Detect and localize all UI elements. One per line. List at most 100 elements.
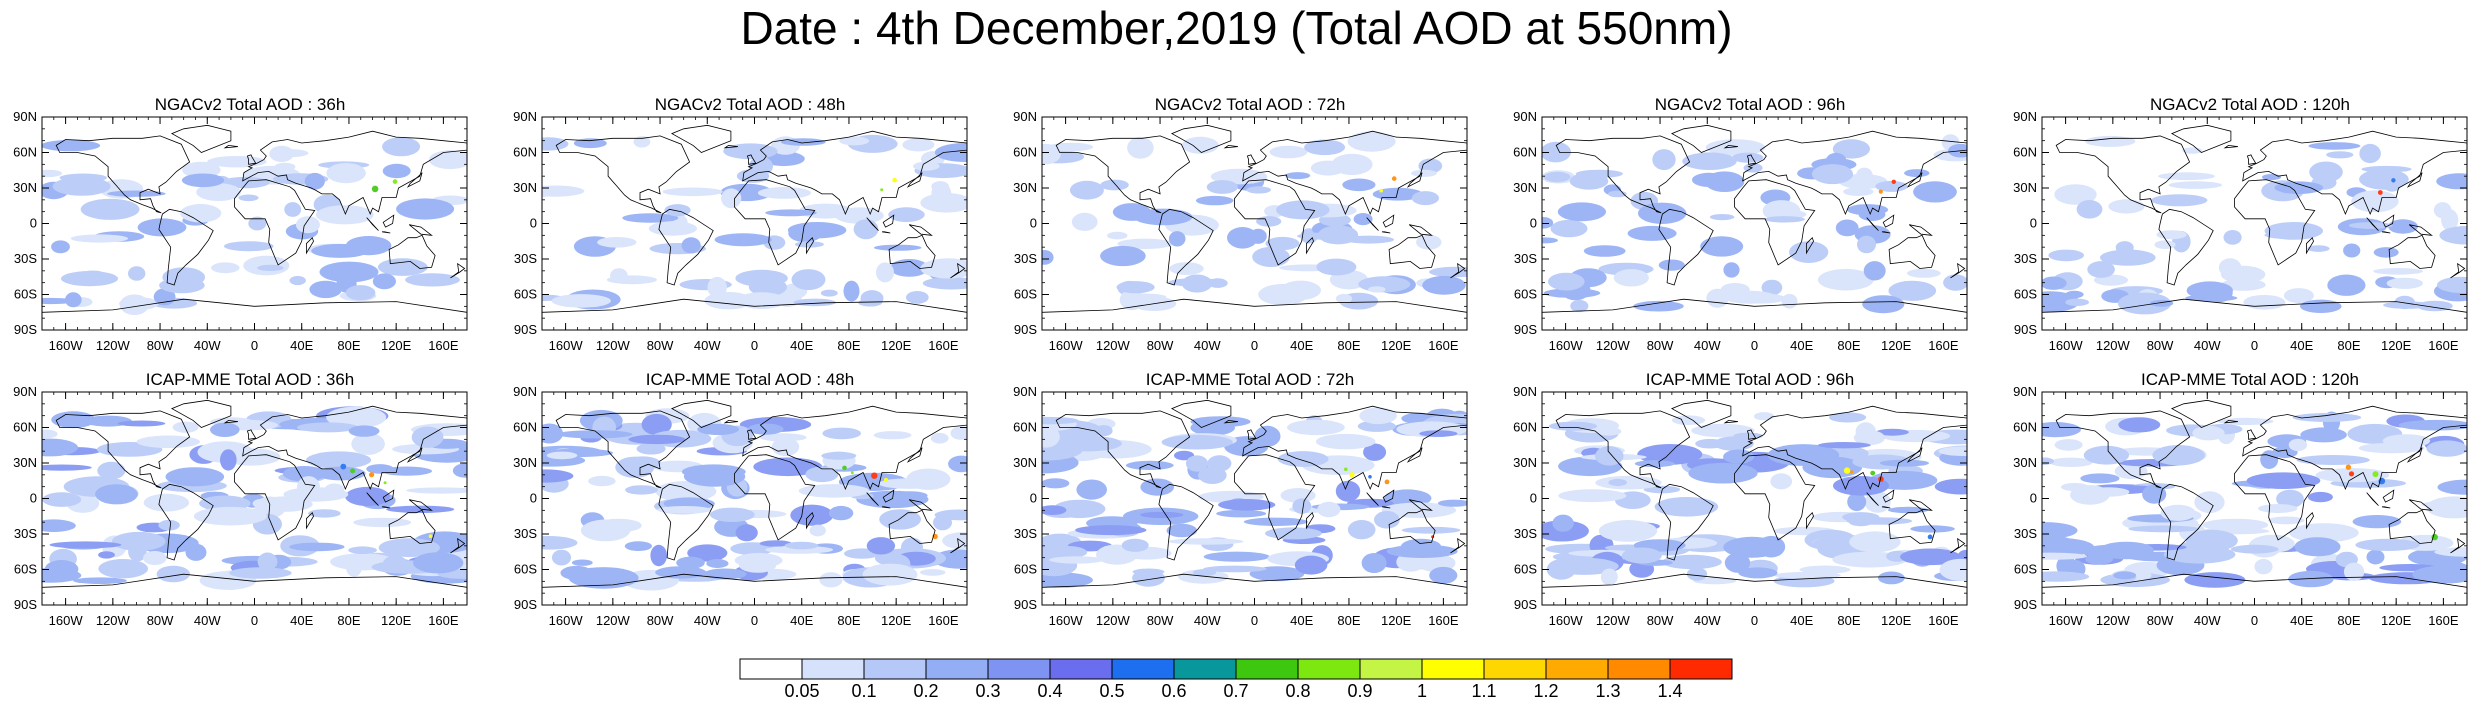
lon-label: 120E <box>2381 613 2412 628</box>
lat-label: 30N <box>1013 180 1037 195</box>
lon-label: 120E <box>1881 613 1912 628</box>
lon-label: 0 <box>1251 613 1258 628</box>
lon-label: 120E <box>2381 338 2412 353</box>
lon-label: 80E <box>837 613 860 628</box>
lat-label: 60N <box>513 145 537 160</box>
lon-label: 160W <box>549 613 584 628</box>
lon-label: 0 <box>1251 338 1258 353</box>
lat-label: 60N <box>1013 145 1037 160</box>
lon-label: 40E <box>2290 338 2313 353</box>
lon-label: 80E <box>1337 613 1360 628</box>
lat-label: 30S <box>514 526 537 541</box>
lon-label: 160W <box>1549 338 1584 353</box>
lat-label: 60S <box>514 287 537 302</box>
lat-label: 0 <box>1030 491 1037 506</box>
lat-label: 90S <box>2014 322 2037 337</box>
lon-label: 160E <box>2428 338 2459 353</box>
lon-label: 160E <box>928 338 959 353</box>
lon-label: 160W <box>2049 338 2084 353</box>
lon-label: 80E <box>1337 338 1360 353</box>
lat-label: 30N <box>13 180 37 195</box>
lon-label: 120E <box>1381 338 1412 353</box>
lon-label: 160E <box>428 613 459 628</box>
colorbar-swatch <box>740 659 802 679</box>
lon-label: 120W <box>596 338 631 353</box>
colorbar-label: 0.05 <box>784 681 819 702</box>
lat-label: 60S <box>1514 287 1537 302</box>
lon-label: 80W <box>1147 338 1174 353</box>
lon-label: 0 <box>2251 338 2258 353</box>
lat-label: 90N <box>1513 109 1537 124</box>
lon-label: 0 <box>1751 338 1758 353</box>
lat-label: 0 <box>530 491 537 506</box>
lon-label: 40E <box>1790 338 1813 353</box>
lon-label: 80E <box>837 338 860 353</box>
lon-label: 160W <box>49 338 84 353</box>
colorbar-swatch <box>1484 659 1546 679</box>
lat-label: 90N <box>1013 384 1037 399</box>
lat-label: 90N <box>2013 109 2037 124</box>
lat-label: 60S <box>14 287 37 302</box>
lat-label: 90S <box>514 597 537 612</box>
colorbar-label: 0.6 <box>1161 681 1186 702</box>
lon-label: 40W <box>194 338 221 353</box>
lon-label: 120W <box>2096 338 2131 353</box>
lat-label: 90S <box>14 597 37 612</box>
lon-label: 120W <box>96 338 131 353</box>
lat-label: 30S <box>14 251 37 266</box>
lat-label: 90N <box>513 109 537 124</box>
lon-label: 160E <box>1928 338 1959 353</box>
colorbar-label: 0.5 <box>1099 681 1124 702</box>
colorbar-swatch <box>1236 659 1298 679</box>
lon-label: 40W <box>694 338 721 353</box>
colorbar-label: 0.3 <box>975 681 1000 702</box>
colorbar-label: 0.4 <box>1037 681 1062 702</box>
lat-label: 0 <box>30 216 37 231</box>
lon-label: 80E <box>2337 338 2360 353</box>
lon-label: 120E <box>381 613 412 628</box>
lat-label: 90N <box>1513 384 1537 399</box>
lat-label: 0 <box>2030 491 2037 506</box>
lat-label: 30N <box>513 455 537 470</box>
lon-label: 40E <box>790 338 813 353</box>
lat-label: 30N <box>2013 180 2037 195</box>
lon-label: 160E <box>1428 613 1459 628</box>
colorbar-swatch <box>1112 659 1174 679</box>
lon-label: 80E <box>2337 613 2360 628</box>
lon-label: 160W <box>2049 613 2084 628</box>
colorbar-swatch <box>1670 659 1732 679</box>
lon-label: 80E <box>1837 613 1860 628</box>
lon-label: 160E <box>2428 613 2459 628</box>
lon-label: 160W <box>1049 338 1084 353</box>
lon-label: 40E <box>290 338 313 353</box>
lon-label: 160E <box>1428 338 1459 353</box>
lat-label: 90S <box>2014 597 2037 612</box>
lon-label: 40E <box>290 613 313 628</box>
lon-label: 80W <box>147 338 174 353</box>
lon-label: 160W <box>1549 613 1584 628</box>
lat-label: 30S <box>2014 251 2037 266</box>
lat-label: 30S <box>514 251 537 266</box>
lat-label: 0 <box>2030 216 2037 231</box>
lon-label: 0 <box>251 338 258 353</box>
lon-label: 0 <box>1751 613 1758 628</box>
lat-label: 60N <box>2013 145 2037 160</box>
colorbar-swatch <box>988 659 1050 679</box>
lon-label: 40W <box>1194 613 1221 628</box>
lat-label: 30S <box>1014 526 1037 541</box>
lon-label: 80W <box>2147 338 2174 353</box>
lat-label: 90S <box>1014 597 1037 612</box>
lat-label: 30N <box>2013 455 2037 470</box>
lat-label: 60N <box>1013 420 1037 435</box>
lon-label: 160E <box>928 613 959 628</box>
lon-label: 120W <box>1596 338 1631 353</box>
colorbar-label: 0.2 <box>913 681 938 702</box>
lon-label: 0 <box>751 338 758 353</box>
